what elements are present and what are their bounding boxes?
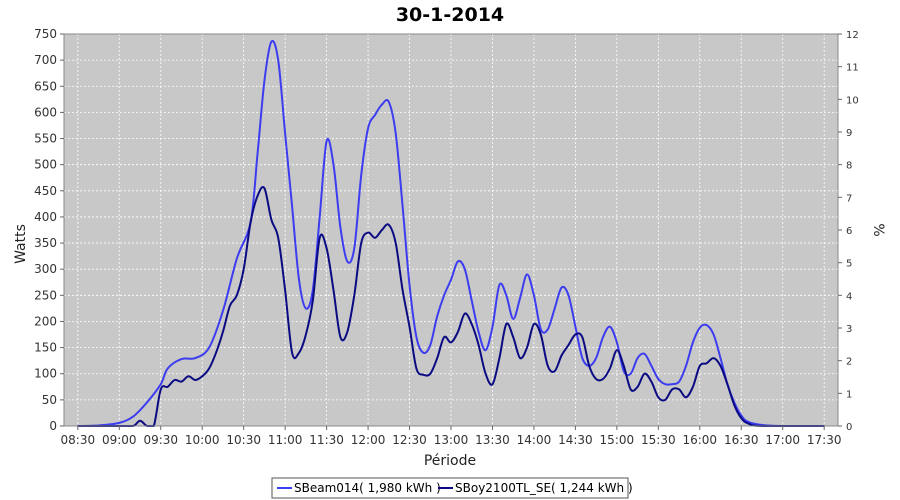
y-axis-left: 0 50 100 150 200 250 300 350 400 450 500 550 600 650 7…	[34, 27, 64, 433]
series-layer	[77, 39, 825, 427]
x-tick-label: 15:00	[600, 433, 635, 447]
x-axis-label: Périodе	[424, 453, 476, 469]
x-tick-label: 12:00	[351, 433, 386, 447]
x-tick-label: 10:30	[226, 433, 261, 447]
y-tick-label: 700	[34, 53, 57, 67]
y2-tick-label: 3	[846, 324, 852, 335]
series-line-sboy	[77, 185, 825, 427]
x-tick-label: 13:30	[475, 433, 510, 447]
y2-tick-label: 11	[846, 63, 859, 74]
y2-tick-label: 0	[846, 422, 852, 433]
x-axis: 08:30 09:00 09:30 10:00 10:30 11:00 11:30 12:00…	[61, 426, 842, 447]
y-tick-label: 200	[34, 314, 57, 328]
y-tick-label: 650	[34, 79, 57, 93]
x-tick-label: 17:00	[765, 433, 800, 447]
y-tick-label: 350	[34, 236, 57, 250]
series-line-sbeam	[77, 39, 825, 427]
y-tick-label: 150	[34, 341, 57, 355]
chart-title: 30-1-2014	[396, 4, 504, 26]
x-tick-label: 13:00	[434, 433, 469, 447]
y2-tick-label: 4	[846, 291, 852, 302]
y-tick-label: 400	[34, 210, 57, 224]
y-tick-label: 50	[42, 393, 57, 407]
x-tick-label: 08:30	[61, 433, 96, 447]
y-tick-label: 500	[34, 158, 57, 172]
y-tick-label: 0	[49, 419, 57, 433]
legend-label-sbeam: SBeam014( 1,980 kWh )	[294, 481, 441, 495]
y-tick-label: 450	[34, 184, 57, 198]
y2-tick-label: 8	[846, 161, 852, 172]
x-tick-label: 11:30	[309, 433, 344, 447]
x-tick-label: 16:30	[724, 433, 759, 447]
x-tick-label: 10:00	[185, 433, 220, 447]
y-axis-label: Watts	[13, 224, 29, 264]
x-tick-label: 16:00	[682, 433, 717, 447]
y-tick-label: 600	[34, 105, 57, 119]
y2-tick-label: 9	[846, 128, 852, 139]
y2-tick-label: 12	[846, 30, 859, 41]
legend: SBeam014( 1,980 kWh ) SBoy2100TL_SE( 1,2…	[271, 477, 633, 499]
y2-tick-label: 5	[846, 259, 852, 270]
y-tick-label: 550	[34, 132, 57, 146]
y-tick-label: 750	[34, 27, 57, 41]
y-tick-label: 300	[34, 262, 57, 276]
legend-label-sboy: SBoy2100TL_SE( 1,244 kWh )	[455, 481, 633, 495]
y-tick-label: 250	[34, 288, 57, 302]
y-tick-label: 100	[34, 367, 57, 381]
y2-tick-label: 6	[846, 226, 852, 237]
x-tick-label: 11:00	[268, 433, 303, 447]
x-tick-label: 09:30	[143, 433, 178, 447]
x-tick-label: 12:30	[392, 433, 427, 447]
y2-tick-label: 1	[846, 389, 852, 400]
x-tick-label: 14:00	[517, 433, 552, 447]
y2-axis-label: %	[870, 223, 886, 236]
x-tick-label: 14:30	[558, 433, 593, 447]
x-tick-label: 15:30	[641, 433, 676, 447]
y2-tick-label: 10	[846, 95, 859, 106]
x-tick-label: 17:30	[807, 433, 842, 447]
x-tick-label: 09:00	[102, 433, 137, 447]
y2-tick-label: 7	[846, 193, 852, 204]
y2-tick-label: 2	[846, 357, 852, 368]
